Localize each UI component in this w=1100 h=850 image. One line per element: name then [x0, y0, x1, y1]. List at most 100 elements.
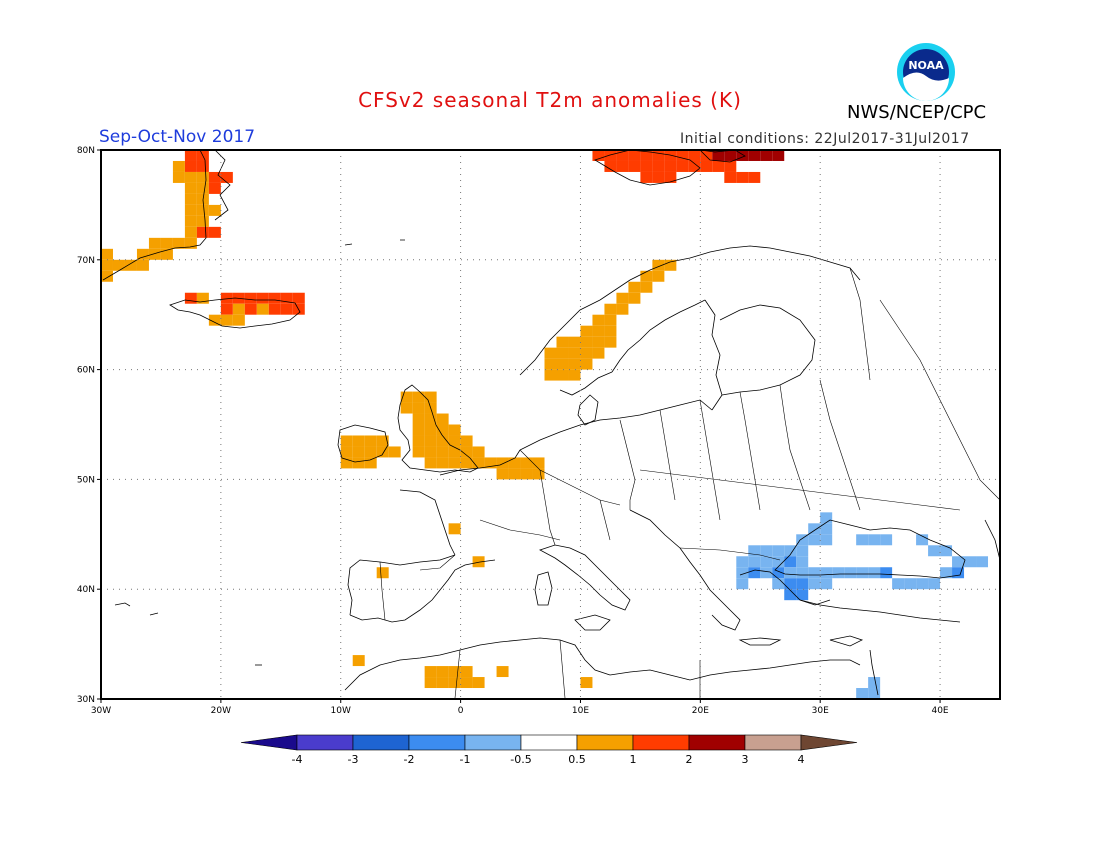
- anomaly-cell: [376, 435, 389, 447]
- anomaly-cell: [760, 567, 773, 579]
- colorbar-label: 3: [742, 753, 749, 766]
- anomaly-cell: [184, 160, 197, 172]
- anomaly-cell: [628, 292, 641, 304]
- anomaly-cell: [616, 303, 629, 315]
- anomaly-cell: [868, 677, 881, 689]
- colorbar-swatch: [352, 734, 410, 751]
- anomaly-cell: [640, 270, 653, 282]
- anomaly-cell: [964, 556, 977, 568]
- anomaly-cell: [400, 402, 413, 414]
- anomaly-cell: [736, 556, 749, 568]
- anomaly-cell: [712, 160, 725, 172]
- anomaly-cell: [856, 688, 869, 699]
- anomaly-cell: [796, 589, 809, 601]
- colorbar-label: -4: [292, 753, 303, 766]
- anomaly-cell: [616, 150, 629, 161]
- anomaly-cell: [796, 556, 809, 568]
- anomaly-cell: [772, 556, 785, 568]
- anomaly-cell: [736, 150, 749, 161]
- anomaly-cell: [388, 446, 401, 458]
- forecast-period-label: Sep-Oct-Nov 2017: [99, 127, 256, 147]
- anomaly-cells: [101, 150, 989, 699]
- anomaly-cell: [616, 292, 629, 304]
- anomaly-cell: [436, 446, 449, 458]
- anomaly-cell: [796, 534, 809, 546]
- anomaly-cell: [148, 237, 161, 249]
- anomaly-cell: [364, 435, 377, 447]
- anomaly-cell: [664, 160, 677, 172]
- anomaly-cell: [868, 567, 881, 579]
- anomaly-cell: [172, 171, 185, 183]
- anomaly-cell: [208, 226, 221, 238]
- anomaly-cell: [856, 534, 869, 546]
- anomaly-cell: [256, 303, 269, 315]
- colorbar-swatch: [688, 734, 746, 751]
- anomaly-cell: [556, 358, 569, 370]
- anomaly-cell: [844, 567, 857, 579]
- anomaly-cell: [376, 446, 389, 458]
- anomaly-cell: [604, 336, 617, 348]
- anomaly-cell: [364, 446, 377, 458]
- lat-tick-label: 60N: [77, 366, 95, 376]
- anomaly-cell: [196, 171, 209, 183]
- anomaly-cell: [412, 424, 425, 436]
- anomaly-cell: [916, 578, 929, 590]
- anomaly-cell: [400, 391, 413, 403]
- anomaly-cell: [448, 523, 461, 535]
- anomaly-cell: [628, 160, 641, 172]
- country-borders: [379, 267, 1001, 699]
- anomaly-cell: [772, 545, 785, 557]
- colorbar-label: 1: [630, 753, 637, 766]
- anomaly-cell: [928, 545, 941, 557]
- anomaly-cell: [448, 446, 461, 458]
- anomaly-cell: [664, 171, 677, 183]
- anomaly-cell: [784, 567, 797, 579]
- anomaly-cell: [268, 303, 281, 315]
- graticule: [101, 150, 1000, 699]
- anomaly-cell: [580, 336, 593, 348]
- anomaly-cell: [220, 314, 233, 326]
- anomaly-cell: [640, 281, 653, 293]
- anomaly-cell: [520, 468, 533, 480]
- anomaly-cell: [101, 270, 113, 282]
- colorbar-swatch: [576, 734, 634, 751]
- anomaly-cell: [424, 435, 437, 447]
- colorbar-label: -2: [404, 753, 415, 766]
- anomaly-cell: [340, 435, 353, 447]
- anomaly-cell: [280, 292, 293, 304]
- anomaly-cell: [592, 150, 605, 161]
- anomaly-cell: [784, 545, 797, 557]
- axis-ticks: 30W 20W 10W 0 10E 20E 30E 40E 30N 40N 50N 60N 70N 80N: [77, 146, 949, 716]
- anomaly-cell: [640, 160, 653, 172]
- anomaly-cell: [460, 677, 473, 689]
- anomaly-cell: [412, 446, 425, 458]
- colorbar-label: -0.5: [510, 753, 531, 766]
- anomaly-cell: [544, 358, 557, 370]
- anomaly-cell: [208, 182, 221, 194]
- anomaly-cell: [424, 677, 437, 689]
- anomaly-cell: [448, 424, 461, 436]
- anomaly-cell: [580, 677, 593, 689]
- lon-tick-label: 20E: [692, 706, 709, 716]
- anomaly-cell: [748, 150, 761, 161]
- colorbar-low-extend: [240, 734, 298, 751]
- anomaly-cell: [784, 578, 797, 590]
- anomaly-cell: [352, 655, 365, 667]
- anomaly-cell: [172, 160, 185, 172]
- anomaly-cell: [496, 457, 509, 469]
- anomaly-cell: [604, 150, 617, 161]
- anomaly-cell: [436, 435, 449, 447]
- anomaly-cell: [724, 160, 737, 172]
- anomaly-cell: [940, 567, 953, 579]
- anomaly-cell: [196, 160, 209, 172]
- anomaly-cell: [568, 358, 581, 370]
- anomaly-cell: [268, 292, 281, 304]
- anomaly-cell: [772, 578, 785, 590]
- anomaly-cell: [256, 292, 269, 304]
- anomaly-cell: [544, 347, 557, 359]
- anomaly-cell: [532, 468, 545, 480]
- anomaly-cell: [652, 270, 665, 282]
- anomaly-cell: [748, 545, 761, 557]
- anomaly-cell: [628, 150, 641, 161]
- anomaly-cell: [568, 336, 581, 348]
